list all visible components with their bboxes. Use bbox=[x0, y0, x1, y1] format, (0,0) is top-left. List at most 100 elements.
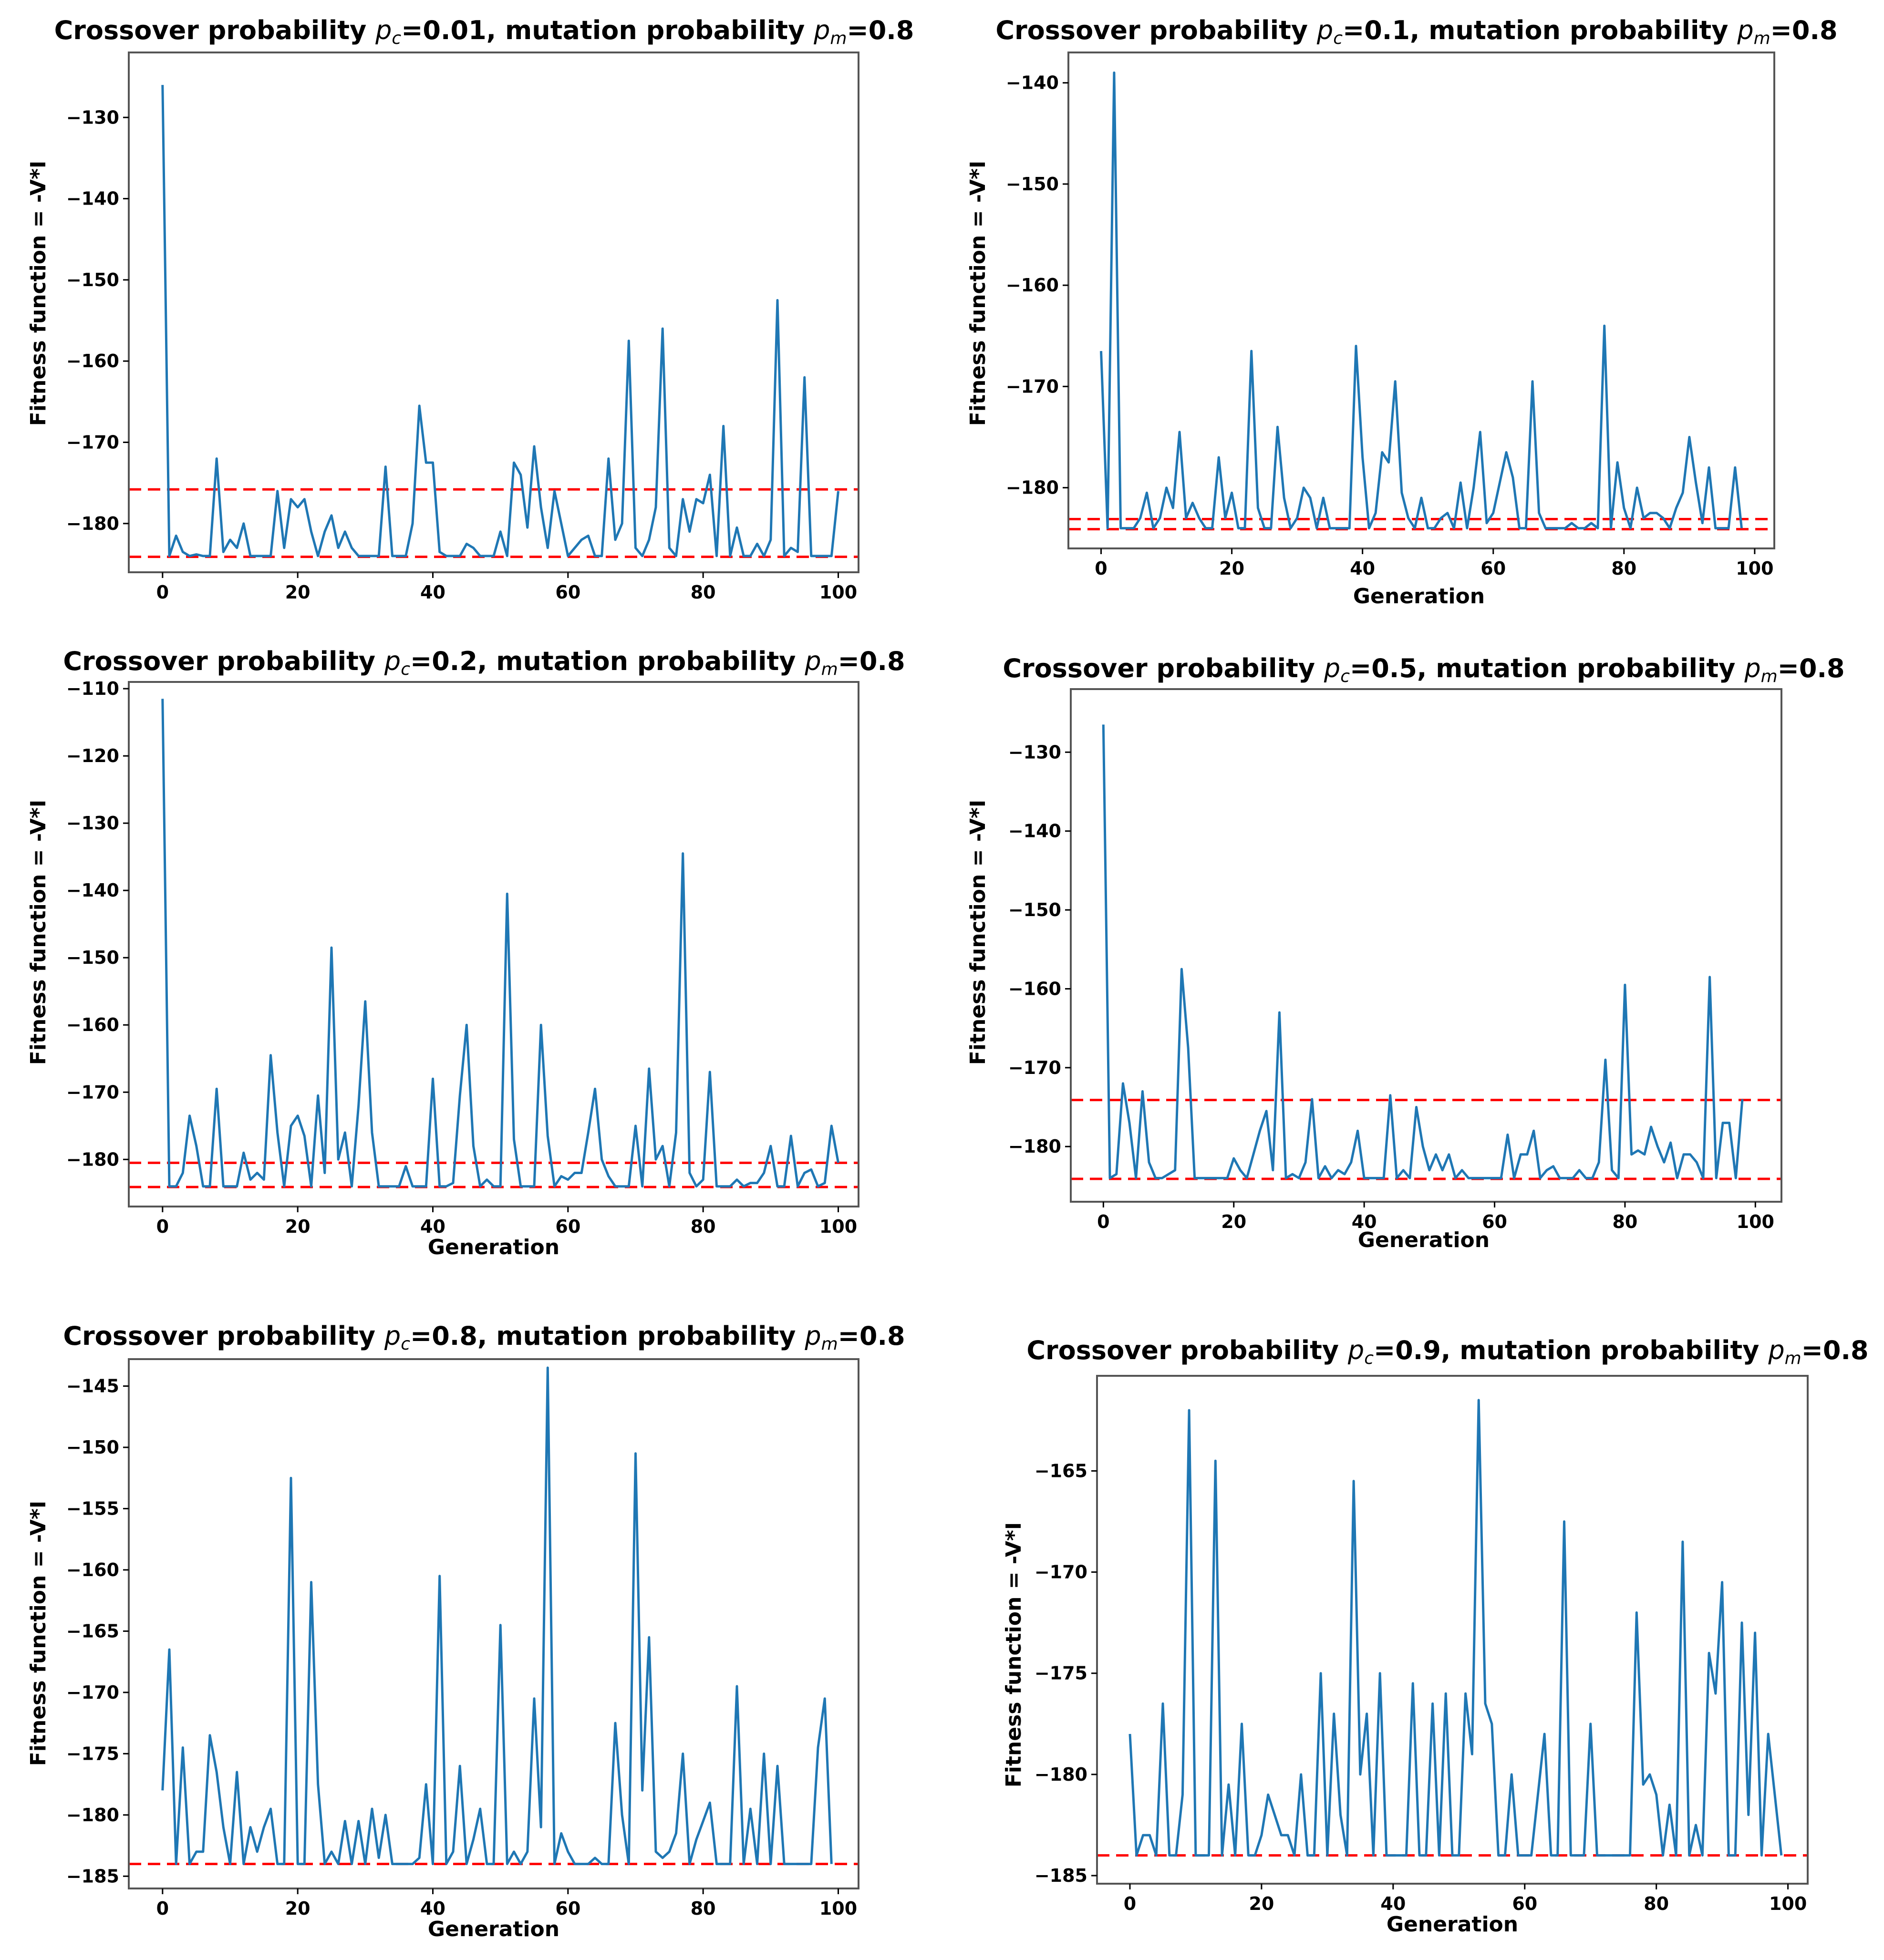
x-tick-label: 20 bbox=[285, 1898, 311, 1919]
x-tick-label: 0 bbox=[1095, 558, 1107, 579]
fitness-series-line bbox=[161, 699, 839, 1188]
y-tick-label: −160 bbox=[66, 1559, 119, 1580]
plot-frame bbox=[128, 1358, 859, 1889]
y-tick-label: −175 bbox=[1035, 1663, 1087, 1684]
y-tick-label: −150 bbox=[1006, 174, 1059, 195]
x-tick-label: 60 bbox=[555, 1216, 580, 1237]
x-tick-label: 20 bbox=[1249, 1893, 1274, 1914]
x-tick-label: 0 bbox=[156, 1216, 169, 1237]
x-tick-label: 40 bbox=[1380, 1893, 1406, 1914]
x-tick-label: 80 bbox=[691, 1216, 716, 1237]
y-tick-label: −170 bbox=[1006, 376, 1059, 397]
y-tick-label: −120 bbox=[66, 745, 119, 766]
x-tick-label: 0 bbox=[156, 1898, 169, 1919]
x-tick-label: 0 bbox=[1097, 1211, 1109, 1232]
x-tick-label: 100 bbox=[1737, 1211, 1774, 1232]
x-tick-label: 60 bbox=[1482, 1211, 1507, 1232]
x-tick-label: 60 bbox=[1480, 558, 1506, 579]
x-tick-label: 100 bbox=[819, 1216, 857, 1237]
x-tick-label: 20 bbox=[285, 1216, 311, 1237]
y-tick-label: −155 bbox=[66, 1498, 119, 1519]
plot-frame bbox=[1096, 1375, 1809, 1885]
y-tick-label: −150 bbox=[66, 269, 119, 290]
x-tick-label: 60 bbox=[555, 582, 580, 603]
x-tick-label: 0 bbox=[156, 582, 169, 603]
y-tick-label: −150 bbox=[66, 947, 119, 968]
chart-panel-2: Crossover probability pc=0.1, mutation p… bbox=[966, 15, 1838, 609]
y-tick-label: −165 bbox=[1035, 1460, 1087, 1481]
x-axis-label: Generation bbox=[1353, 584, 1485, 609]
chart-title: Crossover probability pc=0.9, mutation p… bbox=[1026, 1335, 1868, 1368]
y-tick-label: −140 bbox=[66, 188, 119, 209]
y-tick-label: −130 bbox=[1008, 742, 1061, 763]
y-tick-label: −180 bbox=[66, 1149, 119, 1170]
y-tick-label: −180 bbox=[66, 1805, 119, 1826]
y-tick-label: −170 bbox=[66, 432, 119, 453]
y-tick-label: −170 bbox=[1008, 1057, 1061, 1078]
chart-title: Crossover probability pc=0.5, mutation p… bbox=[1003, 653, 1844, 686]
x-tick-label: 0 bbox=[1124, 1893, 1136, 1914]
y-tick-label: −130 bbox=[66, 813, 119, 834]
x-tick-label: 80 bbox=[1612, 1211, 1637, 1232]
x-tick-label: 40 bbox=[1350, 558, 1375, 579]
x-axis-label: Generation bbox=[1387, 1912, 1518, 1937]
plot-frame bbox=[128, 681, 859, 1207]
x-tick-label: 20 bbox=[285, 582, 311, 603]
x-tick-label: 80 bbox=[691, 1898, 716, 1919]
y-axis-label: Fitness function = -V*I bbox=[1002, 1522, 1026, 1788]
plot-frame bbox=[1070, 688, 1782, 1203]
y-tick-label: −185 bbox=[66, 1866, 119, 1887]
plot-area: 0 20 40 60 80 100 −180 −170 −160 −150 −140 −130 bbox=[1008, 688, 1782, 1232]
y-tick-label: −160 bbox=[66, 351, 119, 371]
chart-panel-5: Crossover probability pc=0.8, mutation p… bbox=[26, 1321, 905, 1941]
y-tick-label: −130 bbox=[66, 107, 119, 128]
x-axis-label: Generation bbox=[1358, 1228, 1490, 1252]
y-tick-label: −140 bbox=[1006, 72, 1059, 93]
y-axis-label: Fitness function = -V*I bbox=[26, 800, 51, 1065]
chart-panel-6: Crossover probability pc=0.9, mutation p… bbox=[1002, 1335, 1869, 1937]
y-tick-label: −180 bbox=[1008, 1136, 1061, 1157]
x-tick-label: 60 bbox=[555, 1898, 580, 1919]
y-tick-label: −140 bbox=[1008, 821, 1061, 842]
x-tick-label: 40 bbox=[420, 1898, 445, 1919]
y-tick-label: −170 bbox=[66, 1682, 119, 1703]
chart-panel-4: Crossover probability pc=0.5, mutation p… bbox=[966, 653, 1845, 1252]
fitness-series-line bbox=[1100, 71, 1743, 530]
y-axis-label: Fitness function = -V*I bbox=[26, 161, 51, 426]
y-axis-label: Fitness function = -V*I bbox=[966, 800, 990, 1065]
y-tick-label: −150 bbox=[1008, 899, 1061, 920]
y-tick-label: −185 bbox=[1035, 1865, 1087, 1886]
y-tick-label: −170 bbox=[66, 1082, 119, 1103]
x-tick-label: 100 bbox=[819, 582, 857, 603]
chart-title: Crossover probability pc=0.1, mutation p… bbox=[995, 15, 1837, 48]
chart-title: Crossover probability pc=0.2, mutation p… bbox=[63, 646, 905, 679]
x-tick-label: 40 bbox=[420, 1216, 445, 1237]
y-axis-label: Fitness function = -V*I bbox=[26, 1501, 51, 1766]
y-axis-label: Fitness function = -V*I bbox=[966, 161, 990, 426]
y-tick-label: −180 bbox=[1035, 1764, 1087, 1785]
y-tick-label: −165 bbox=[66, 1620, 119, 1641]
plot-area: 0 20 40 60 80 100 −180 −170 −160 −150 −140 −130 bbox=[66, 52, 859, 603]
plot-area: 0 20 40 60 80 100 −185 −180 −175 −170 −165 −160 −155… bbox=[66, 1358, 859, 1919]
plot-frame bbox=[128, 52, 859, 573]
x-tick-label: 60 bbox=[1512, 1893, 1537, 1914]
fitness-series-line bbox=[1128, 1399, 1783, 1857]
y-tick-label: −110 bbox=[66, 678, 119, 699]
plot-area: 0 20 40 60 80 100 −180 −170 −160 −150 −140 bbox=[1006, 52, 1775, 579]
x-tick-label: 20 bbox=[1219, 558, 1244, 579]
chart-title: Crossover probability pc=0.01, mutation … bbox=[54, 15, 914, 48]
x-axis-label: Generation bbox=[428, 1235, 559, 1259]
x-axis-label: Generation bbox=[428, 1917, 559, 1941]
x-tick-label: 100 bbox=[1736, 558, 1773, 579]
fitness-series-line bbox=[161, 85, 839, 557]
y-tick-label: −180 bbox=[1006, 477, 1059, 498]
plot-frame bbox=[1067, 52, 1775, 549]
x-tick-label: 80 bbox=[1644, 1893, 1669, 1914]
plot-area: 0 20 40 60 80 100 −180 −170 −160 −150 −140 −130 −120… bbox=[66, 678, 859, 1237]
x-tick-label: 20 bbox=[1221, 1211, 1246, 1232]
y-tick-label: −140 bbox=[66, 880, 119, 901]
x-tick-label: 100 bbox=[819, 1898, 857, 1919]
y-tick-label: −170 bbox=[1035, 1562, 1087, 1583]
chart-title: Crossover probability pc=0.8, mutation p… bbox=[63, 1321, 905, 1354]
